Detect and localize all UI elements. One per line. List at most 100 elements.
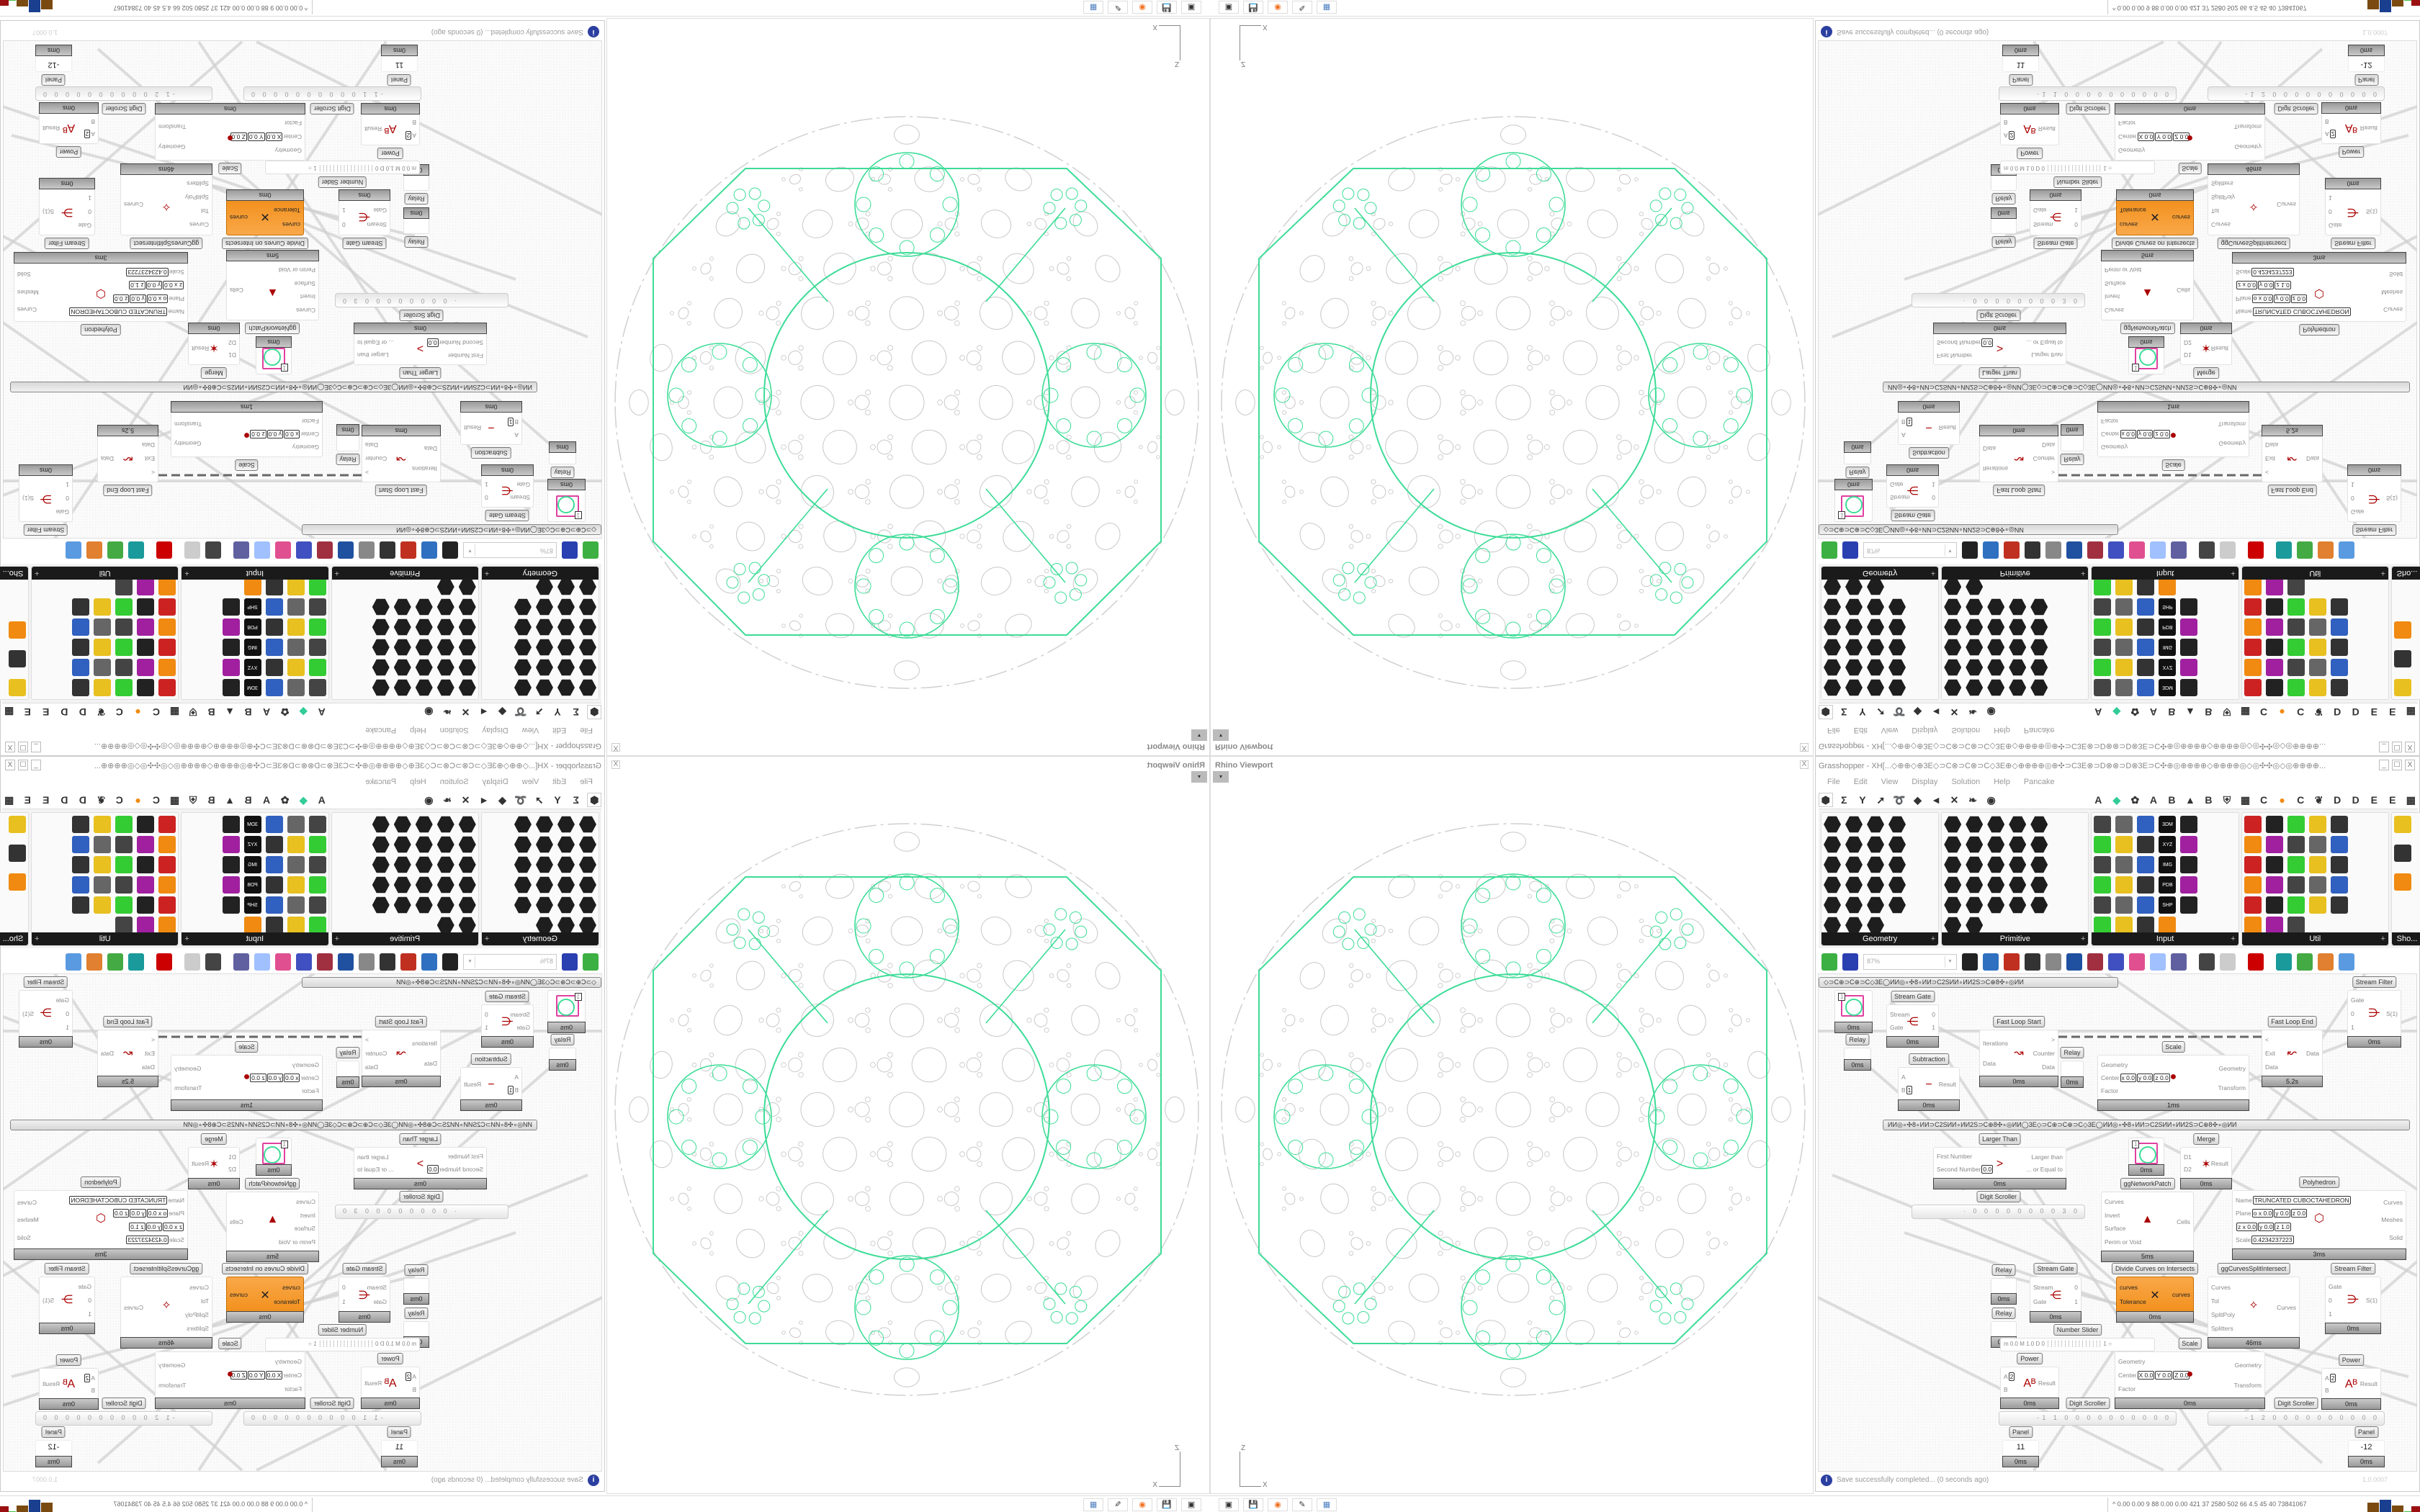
input-param[interactable]: Gate — [55, 996, 69, 1004]
merge-component[interactable]: D1 D2 Result ✶ 0ms — [2180, 1147, 2232, 1189]
input-value[interactable]: Y 0.0 — [247, 1371, 265, 1380]
group-bar[interactable]: ◇⊃C⊕⊃C⊕⊃C◇3E◯ИИ◎∘✣8∘ИИ⊃C2SИИ∘ИИ2S⊃C⊕8✣∘◎… — [302, 524, 601, 535]
input-value[interactable]: z 0.0 — [250, 1073, 266, 1082]
input-value[interactable]: z x 0.0 — [2236, 281, 2258, 290]
component-label[interactable]: Scale — [2161, 459, 2185, 471]
component-icon[interactable] — [2094, 876, 2112, 894]
input-value[interactable]: z 0.0 — [2154, 1073, 2170, 1082]
output-param[interactable]: Result — [464, 424, 482, 432]
stats-expand-icon[interactable]: ^ — [2112, 4, 2116, 12]
input-value[interactable]: 2 — [2008, 130, 2015, 140]
input-param[interactable]: Tol — [201, 1297, 209, 1305]
component-icon[interactable] — [2137, 836, 2155, 853]
menu-solution[interactable]: Solution — [1951, 778, 1981, 786]
component-icon[interactable] — [2137, 876, 2155, 894]
output-param[interactable]: Result — [364, 1379, 382, 1387]
tab-letter[interactable]: E — [2370, 794, 2378, 806]
input-value[interactable]: 1 — [1906, 417, 1913, 426]
input-param[interactable]: Scale0.4234237223 — [69, 268, 184, 277]
output-param[interactable]: Larger than — [357, 351, 389, 359]
component-icon[interactable] — [1824, 836, 1842, 853]
output-param[interactable]: 1 — [1932, 1024, 1935, 1031]
output-param[interactable]: Solid — [2389, 1233, 2403, 1241]
component-icon[interactable] — [2030, 876, 2048, 894]
input-param[interactable]: SplitPoly — [2211, 194, 2236, 202]
teal-shape-icon[interactable] — [2276, 953, 2292, 971]
plugin-tab-icon[interactable]: ⛨ — [2223, 793, 2231, 806]
output-param[interactable]: Curves — [17, 1199, 37, 1207]
component-label[interactable]: Power — [2338, 146, 2365, 158]
output-param[interactable]: Transform — [158, 123, 187, 130]
component-icon[interactable] — [2265, 856, 2283, 873]
component-label[interactable]: Number Slider — [2053, 1324, 2102, 1336]
group-bar[interactable]: ◇⊃C⊕⊃C⊕⊃C◇3E◯ИИ◎∘✣8∘ИИ⊃C2SИИ∘ИИ2S⊃C⊕8✣∘◎… — [302, 977, 601, 988]
component-label[interactable]: Relay — [1991, 1264, 2016, 1276]
chevron-down-icon[interactable]: ▼ — [1945, 956, 1955, 968]
tab-icon[interactable]: ❧ — [1968, 793, 1977, 806]
input-value[interactable]: z 0.0 — [112, 1209, 130, 1218]
component-icon[interactable] — [2308, 836, 2326, 853]
stream-gate-component[interactable]: Stream Gate 0 1 ⋲ 0ms — [481, 464, 534, 508]
digit-scroller-control[interactable]: -1 2 0 0 0 0 0 0 0 0 0 0 — [2208, 1411, 2385, 1426]
input-value[interactable]: y 0.0 — [145, 281, 162, 290]
input-param[interactable]: Centerx 0.0y 0.0z 0.0 — [250, 430, 319, 439]
input-value[interactable]: 1 — [1906, 1086, 1913, 1095]
output-param[interactable]: 0 — [485, 494, 488, 501]
component-label[interactable]: Polyhedron — [2299, 324, 2339, 336]
input-param[interactable]: Splitters — [2211, 1324, 2233, 1332]
input-param[interactable]: Iterations — [412, 1040, 437, 1047]
component-icon[interactable] — [2287, 816, 2305, 833]
input-param[interactable]: Factor — [2118, 120, 2136, 127]
component-icon[interactable] — [2159, 917, 2177, 934]
component-icon[interactable] — [2115, 876, 2133, 894]
input-param[interactable]: D2 — [2184, 338, 2192, 346]
input-param[interactable]: 0 — [2329, 208, 2332, 216]
input-value[interactable]: z 0.0 — [112, 294, 130, 303]
input-param[interactable]: 1 — [2329, 1310, 2332, 1318]
input-param[interactable]: First Number — [447, 351, 483, 359]
input-value[interactable]: 0.0 — [426, 1164, 439, 1174]
output-param[interactable]: Result — [2210, 345, 2228, 353]
input-param[interactable]: 0 — [66, 495, 69, 503]
input-param[interactable]: Data — [2265, 441, 2278, 449]
input-value[interactable]: y 0.0 — [2274, 294, 2290, 303]
input-value[interactable]: Z 0.0 — [2173, 1371, 2190, 1380]
ggcurvessplitintersect-component[interactable]: Curves Tol SplitPoly Splitters Curves ✧ 46ms — [120, 1277, 212, 1349]
input-param[interactable]: Factor — [2118, 1385, 2136, 1392]
maximize-button[interactable]: ☐ — [2392, 760, 2402, 770]
component-icon[interactable] — [2115, 856, 2133, 873]
input-param[interactable]: Planeo x 0.0y 0.0z 0.0 — [69, 294, 184, 303]
output-param[interactable]: Curves — [124, 1304, 143, 1311]
firefox-icon[interactable]: ◉ — [1132, 1498, 1152, 1511]
component-label[interactable]: Larger Than — [1978, 367, 2021, 379]
relay-component[interactable]: 0ms — [2061, 424, 2084, 451]
input-param[interactable]: Curves — [296, 306, 315, 314]
panel-expand-icon[interactable]: + — [2380, 935, 2385, 943]
output-param[interactable]: > — [2051, 1036, 2055, 1044]
output-param[interactable]: S(1) — [2365, 208, 2378, 215]
component-icon[interactable] — [2030, 856, 2048, 873]
input-param[interactable]: Splitters — [187, 1324, 209, 1332]
component-icon[interactable] — [2115, 816, 2133, 833]
component-icon[interactable] — [1944, 896, 1962, 914]
component-label[interactable]: Larger Than — [399, 1133, 442, 1145]
component-icon[interactable] — [2030, 896, 2048, 914]
input-value[interactable]: y 0.0 — [2136, 1073, 2154, 1082]
input-value[interactable]: y 0.0 — [2258, 281, 2275, 290]
component-label[interactable]: Digit Scroller — [2065, 103, 2110, 114]
output-param[interactable]: Solid — [17, 271, 31, 279]
component-label[interactable]: Relay — [404, 1264, 429, 1276]
component-label[interactable]: Power — [377, 1353, 403, 1364]
input-param[interactable]: Factor — [301, 417, 319, 425]
component-icon[interactable] — [2009, 836, 2027, 853]
output-param[interactable]: Result — [192, 345, 210, 353]
stream-filter-component[interactable]: Gate 0 1 S(1) ⋺ 0ms — [19, 990, 73, 1048]
input-param[interactable]: Curves — [296, 1198, 315, 1206]
component-label[interactable]: Power — [55, 146, 82, 158]
component-label[interactable]: Relay — [550, 1034, 575, 1045]
component-icon[interactable] — [2265, 836, 2283, 853]
